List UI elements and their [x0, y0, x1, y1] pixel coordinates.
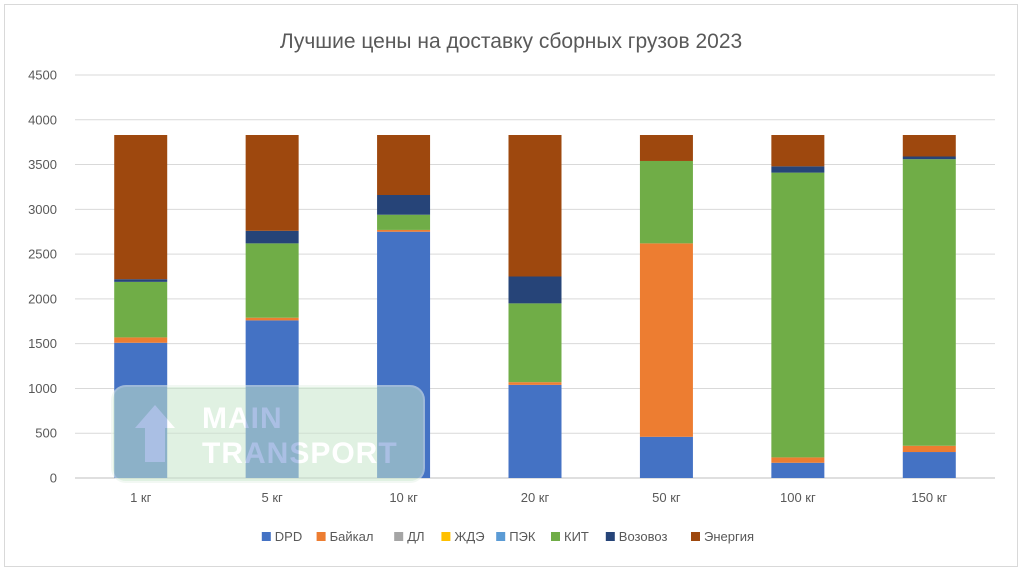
bar-segment	[114, 279, 168, 282]
bar-segment	[508, 382, 562, 385]
y-tick-label: 4000	[28, 112, 57, 127]
bar-segment	[639, 243, 693, 437]
bar-segment	[245, 135, 299, 231]
bar-segment	[508, 135, 562, 277]
legend-item: Энергия	[691, 529, 754, 544]
y-tick-label: 2500	[28, 247, 57, 262]
bar-segment	[508, 384, 562, 478]
bar-segment	[377, 195, 431, 215]
bar-segment	[771, 172, 825, 458]
legend-label: Байкал	[330, 529, 374, 544]
legend-swatch	[316, 532, 326, 541]
bar-segment	[771, 457, 825, 463]
legend-item: ПЭК	[496, 529, 536, 544]
x-tick-label: 20 кг	[521, 490, 550, 505]
legend-item: КИТ	[551, 529, 589, 544]
legend-label: Энергия	[704, 529, 754, 544]
bar-segment	[245, 243, 299, 318]
bar-segment	[377, 214, 431, 230]
x-tick-label: 5 кг	[262, 490, 284, 505]
y-tick-label: 0	[50, 471, 57, 486]
bar-segment	[902, 159, 956, 446]
bar-segment	[902, 452, 956, 478]
bar-segment	[639, 135, 693, 161]
bar-segment	[245, 230, 299, 244]
y-tick-label: 3500	[28, 157, 57, 172]
x-tick-label: 10 кг	[389, 490, 418, 505]
y-tick-label: 1000	[28, 381, 57, 396]
chart-title: Лучшие цены на доставку сборных грузов 2…	[280, 30, 742, 53]
bar-segment	[508, 303, 562, 383]
bar-segment	[245, 317, 299, 321]
watermark-badge	[111, 385, 425, 483]
legend-label: ДЛ	[407, 529, 424, 544]
bar-segment	[902, 156, 956, 160]
legend-item: DPD	[261, 529, 302, 544]
watermark-line2: TRANSPORT	[202, 437, 398, 470]
legend-swatch	[551, 532, 560, 541]
legend-swatch	[394, 532, 404, 541]
bar-segment	[771, 135, 825, 167]
bar-segment	[114, 135, 168, 280]
legend-swatch	[441, 532, 451, 541]
watermark-logo: MAIN TRANSPORT	[111, 385, 425, 483]
legend-swatch	[605, 532, 615, 541]
legend-item: Возовоз	[605, 529, 668, 544]
bar-segment	[771, 462, 825, 478]
y-tick-label: 1500	[28, 336, 57, 351]
bar-segment	[771, 166, 825, 173]
legend-label: DPD	[275, 529, 302, 544]
x-tick-label: 50 кг	[652, 490, 681, 505]
bar-segment	[639, 436, 693, 478]
y-tick-label: 4500	[28, 68, 57, 83]
bar-segment	[377, 135, 431, 196]
x-tick-label: 100 кг	[780, 490, 816, 505]
legend-swatch	[496, 532, 506, 541]
y-tick-label: 500	[35, 426, 57, 441]
x-axis: 1 кг 5 кг 10 кг 20 кг 50 кг 100 кг 150 кг	[130, 490, 947, 505]
bar-segment	[508, 276, 562, 304]
legend-item: ДЛ	[394, 529, 425, 544]
up-arrow-icon	[135, 405, 175, 462]
bar-segment	[377, 229, 431, 232]
legend: DPD Байкал ДЛ ЖДЭ ПЭК КИТ Возовоз Энергия	[261, 529, 754, 544]
bar-segment	[902, 445, 956, 453]
x-tick-label: 1 кг	[130, 490, 152, 505]
bar-segment	[114, 281, 168, 338]
bar-segment	[902, 135, 956, 157]
x-tick-label: 150 кг	[911, 490, 947, 505]
legend-label: КИТ	[564, 529, 589, 544]
y-tick-label: 3000	[28, 202, 57, 217]
legend-swatch	[261, 532, 271, 541]
legend-label: Возовоз	[619, 529, 668, 544]
legend-label: ПЭК	[509, 529, 536, 544]
y-tick-label: 2000	[28, 291, 57, 306]
bar-segment	[114, 337, 168, 343]
legend-label: ЖДЭ	[454, 529, 484, 544]
legend-item: Байкал	[316, 529, 374, 544]
y-axis: 0 500 1000 1500 2000 2500 3000 3500 4000 4500	[28, 68, 57, 486]
bar-segment	[639, 160, 693, 244]
watermark-line1: MAIN	[202, 402, 283, 435]
legend-swatch	[691, 532, 700, 541]
legend-item: ЖДЭ	[441, 529, 485, 544]
